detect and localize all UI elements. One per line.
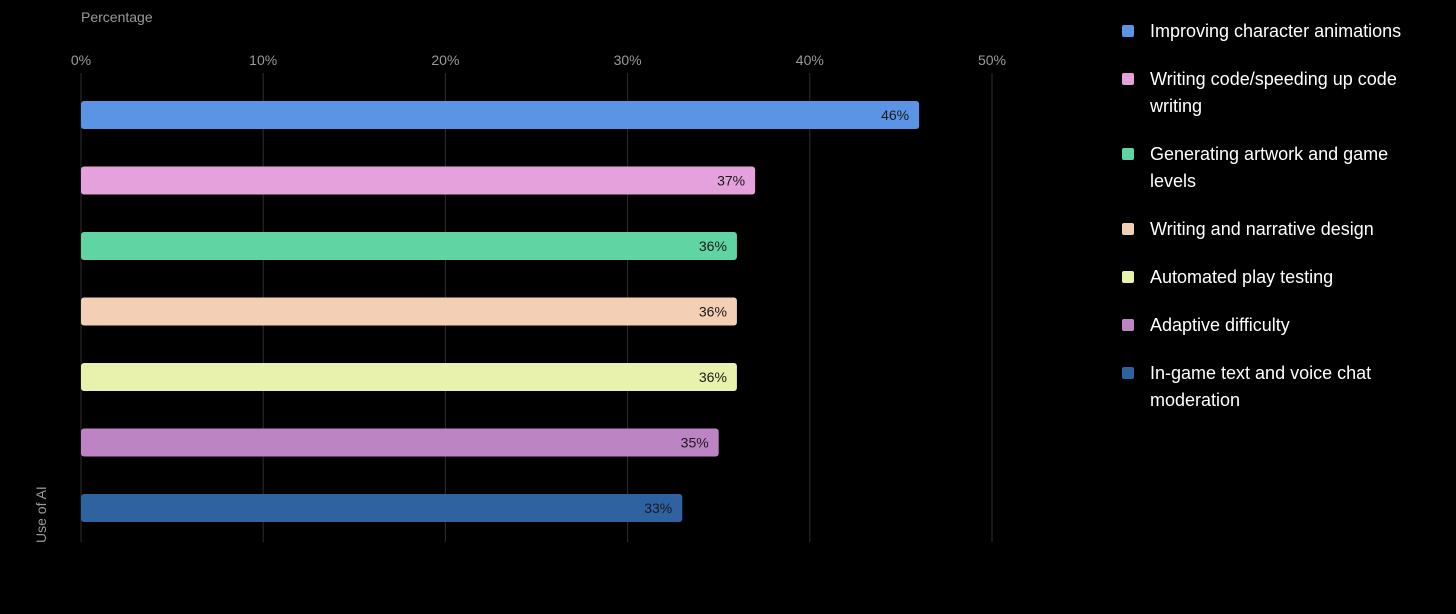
legend-label: In-game text and voice chat moderation xyxy=(1150,363,1372,410)
x-tick-label: 20% xyxy=(431,52,459,68)
bar-value-label: 36% xyxy=(699,369,727,385)
bar xyxy=(81,297,737,326)
legend-item: Improving character animations xyxy=(1122,18,1422,45)
legend-label: Adaptive difficulty xyxy=(1150,315,1290,335)
legend-item: Adaptive difficulty xyxy=(1122,312,1422,339)
legend-swatch xyxy=(1122,148,1134,160)
plot-area: 0% 10% 20% 30% 40% 50% 46% 37% 36% 36% 36% 35% 33% xyxy=(71,52,1006,542)
bar xyxy=(81,428,719,457)
bar xyxy=(81,232,737,260)
x-tick-label: 50% xyxy=(978,52,1006,68)
x-tick-label: 10% xyxy=(249,52,277,68)
legend-item: In-game text and voice chat moderation xyxy=(1122,360,1422,414)
legend-swatch xyxy=(1122,271,1134,283)
legend-label: Generating artwork and game levels xyxy=(1150,144,1389,191)
legend-label: Automated play testing xyxy=(1150,267,1334,287)
bar-value-label: 46% xyxy=(881,107,909,123)
legend: Improving character animations Writing co… xyxy=(1122,18,1422,435)
bar-value-label: 36% xyxy=(699,304,727,320)
x-tick-label: 0% xyxy=(71,52,91,68)
legend-label: Improving character animations xyxy=(1150,21,1402,41)
legend-swatch xyxy=(1122,319,1134,331)
legend-swatch xyxy=(1122,367,1134,379)
bar-value-label: 36% xyxy=(699,238,727,254)
bar xyxy=(81,494,683,522)
legend-item: Writing code/speeding up code writing xyxy=(1122,66,1422,120)
bar-value-label: 35% xyxy=(681,435,709,451)
bar xyxy=(81,101,920,129)
legend-swatch xyxy=(1122,25,1134,37)
bar xyxy=(81,166,756,195)
legend-item: Generating artwork and game levels xyxy=(1122,141,1422,195)
legend-label: Writing code/speeding up code writing xyxy=(1150,69,1397,116)
x-tick-label: 30% xyxy=(614,52,642,68)
legend-swatch xyxy=(1122,73,1134,85)
legend-item: Writing and narrative design xyxy=(1122,216,1422,243)
legend-label: Writing and narrative design xyxy=(1150,219,1374,239)
bar-value-label: 37% xyxy=(717,173,745,189)
legend-item: Automated play testing xyxy=(1122,264,1422,291)
x-tick-label: 40% xyxy=(796,52,824,68)
legend-swatch xyxy=(1122,223,1134,235)
x-axis-title: Percentage xyxy=(81,9,153,25)
bar-value-label: 33% xyxy=(644,500,672,516)
bar xyxy=(81,363,737,391)
